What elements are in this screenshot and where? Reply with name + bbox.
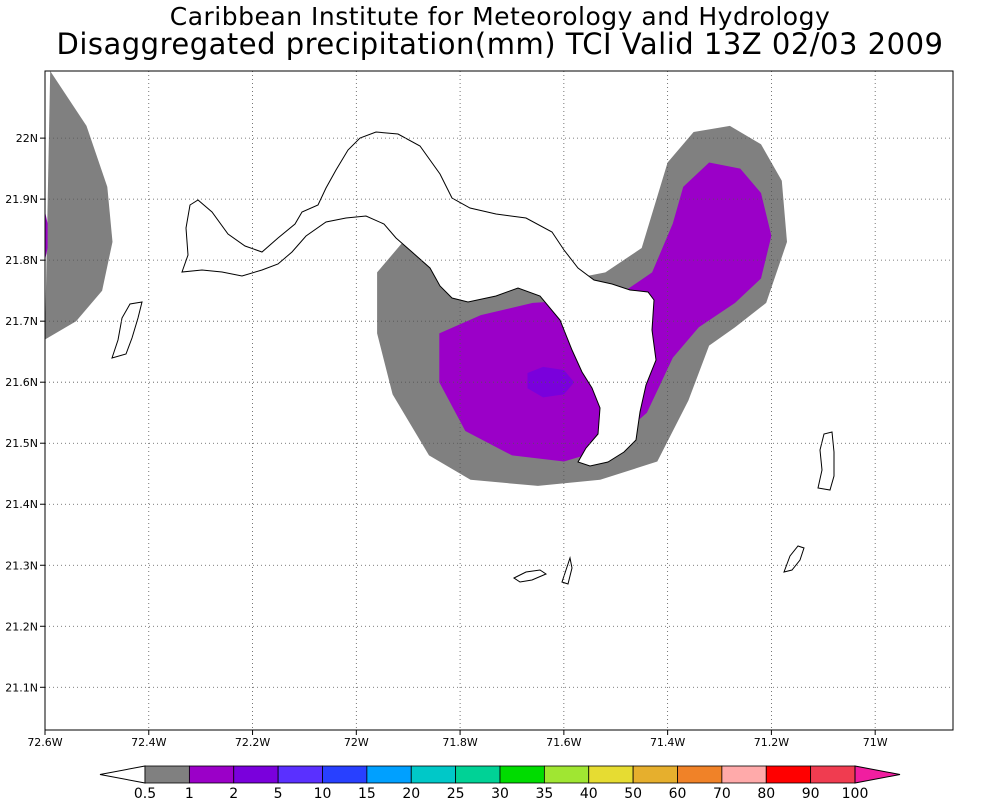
colorbar-swatch (322, 765, 368, 784)
colorbar-label: 0.5 (134, 786, 156, 800)
lon-tick-label: 71.8W (442, 736, 477, 749)
colorbar-label: 10 (314, 786, 332, 800)
colorbar-label: 15 (358, 786, 376, 800)
colorbar-swatch (499, 765, 545, 784)
lat-tick-label: 21.5N (5, 437, 38, 450)
colorbar-swatch (410, 765, 457, 784)
lon-tick-label: 72.2W (235, 736, 270, 749)
lat-tick-label: 21.6N (5, 376, 38, 389)
colorbar-high-triangle (854, 765, 901, 784)
lat-tick-label: 21.1N (5, 681, 38, 694)
colorbar-label: 25 (447, 786, 465, 800)
lat-tick-label: 21.7N (5, 315, 38, 328)
longitude-axis: 72.6W 72.4W 72.2W 72W 71.8W 71.6W 71.4W 71.2W 71… (27, 730, 888, 749)
colorbar-swatch (677, 765, 723, 784)
colorbar-label: 60 (669, 786, 687, 800)
colorbar-label: 20 (402, 786, 420, 800)
precip-region-2 (45, 211, 48, 261)
lat-tick-label: 21.4N (5, 498, 38, 511)
colorbar-label: 50 (624, 786, 642, 800)
precip-region-5 (527, 366, 575, 398)
precipitation-regions (45, 71, 787, 486)
colorbar-label: 30 (491, 786, 509, 800)
lat-tick-label: 21.8N (5, 254, 38, 267)
colorbar-label: 1 (185, 786, 194, 800)
lon-tick-label: 71.6W (546, 736, 581, 749)
colorbar-label: 90 (802, 786, 820, 800)
colorbar-low-triangle (99, 765, 146, 784)
island-ambergris-cay (513, 569, 548, 583)
colorbar-swatch (588, 765, 634, 784)
chart-title: Caribbean Institute for Meteorology and … (169, 2, 831, 31)
graticule (45, 71, 953, 730)
colorbar-swatch (632, 765, 678, 784)
island-north-caicos-providenciales (181, 131, 657, 467)
island-west-caicos (111, 301, 143, 359)
island-small-cay (561, 556, 573, 585)
lat-tick-label: 22N (16, 132, 38, 145)
colorbar-swatch (810, 765, 856, 784)
colorbar-label: 40 (580, 786, 598, 800)
colorbar-swatch (144, 765, 190, 784)
lon-tick-label: 71.4W (650, 736, 685, 749)
lat-tick-label: 21.3N (5, 559, 38, 572)
colorbar-label: 2 (229, 786, 238, 800)
lon-tick-label: 72W (344, 736, 369, 749)
colorbar-label: 70 (713, 786, 731, 800)
precip-region-1 (45, 71, 113, 340)
colorbar-swatch (366, 765, 412, 784)
colorbar-swatch (543, 765, 590, 784)
colorbar-label: 5 (274, 786, 283, 800)
lat-tick-label: 21.2N (5, 620, 38, 633)
latitude-axis: 22N 21.9N 21.8N 21.7N 21.6N 21.5N 21.4N 21.3N 21… (5, 132, 45, 694)
colorbar-swatch (233, 765, 279, 784)
island-grand-turk (817, 431, 835, 491)
lat-tick-label: 21.9N (5, 193, 38, 206)
coastline (111, 131, 835, 585)
lon-tick-label: 71.2W (754, 736, 789, 749)
colorbar-label: 35 (535, 786, 553, 800)
colorbar-swatch (277, 765, 323, 784)
colorbar-swatch (721, 765, 767, 784)
chart-subtitle: Disaggregated precipitation(mm) TCI Vali… (56, 27, 944, 61)
lon-tick-label: 72.4W (131, 736, 166, 749)
colorbar-swatch (765, 765, 812, 784)
colorbar-swatch (455, 765, 501, 784)
lon-tick-label: 71W (863, 736, 888, 749)
plot-frame (44, 70, 954, 731)
colorbar-swatch (188, 765, 235, 784)
colorbar-label: 100 (842, 786, 869, 800)
lon-tick-label: 72.6W (27, 736, 62, 749)
island-salt-cay (783, 545, 805, 573)
colorbar-label: 80 (757, 786, 775, 800)
colorbar-legend: 0.5 1 2 5 10 15 20 25 30 35 40 50 60 70 80 90 100 (99, 765, 901, 800)
